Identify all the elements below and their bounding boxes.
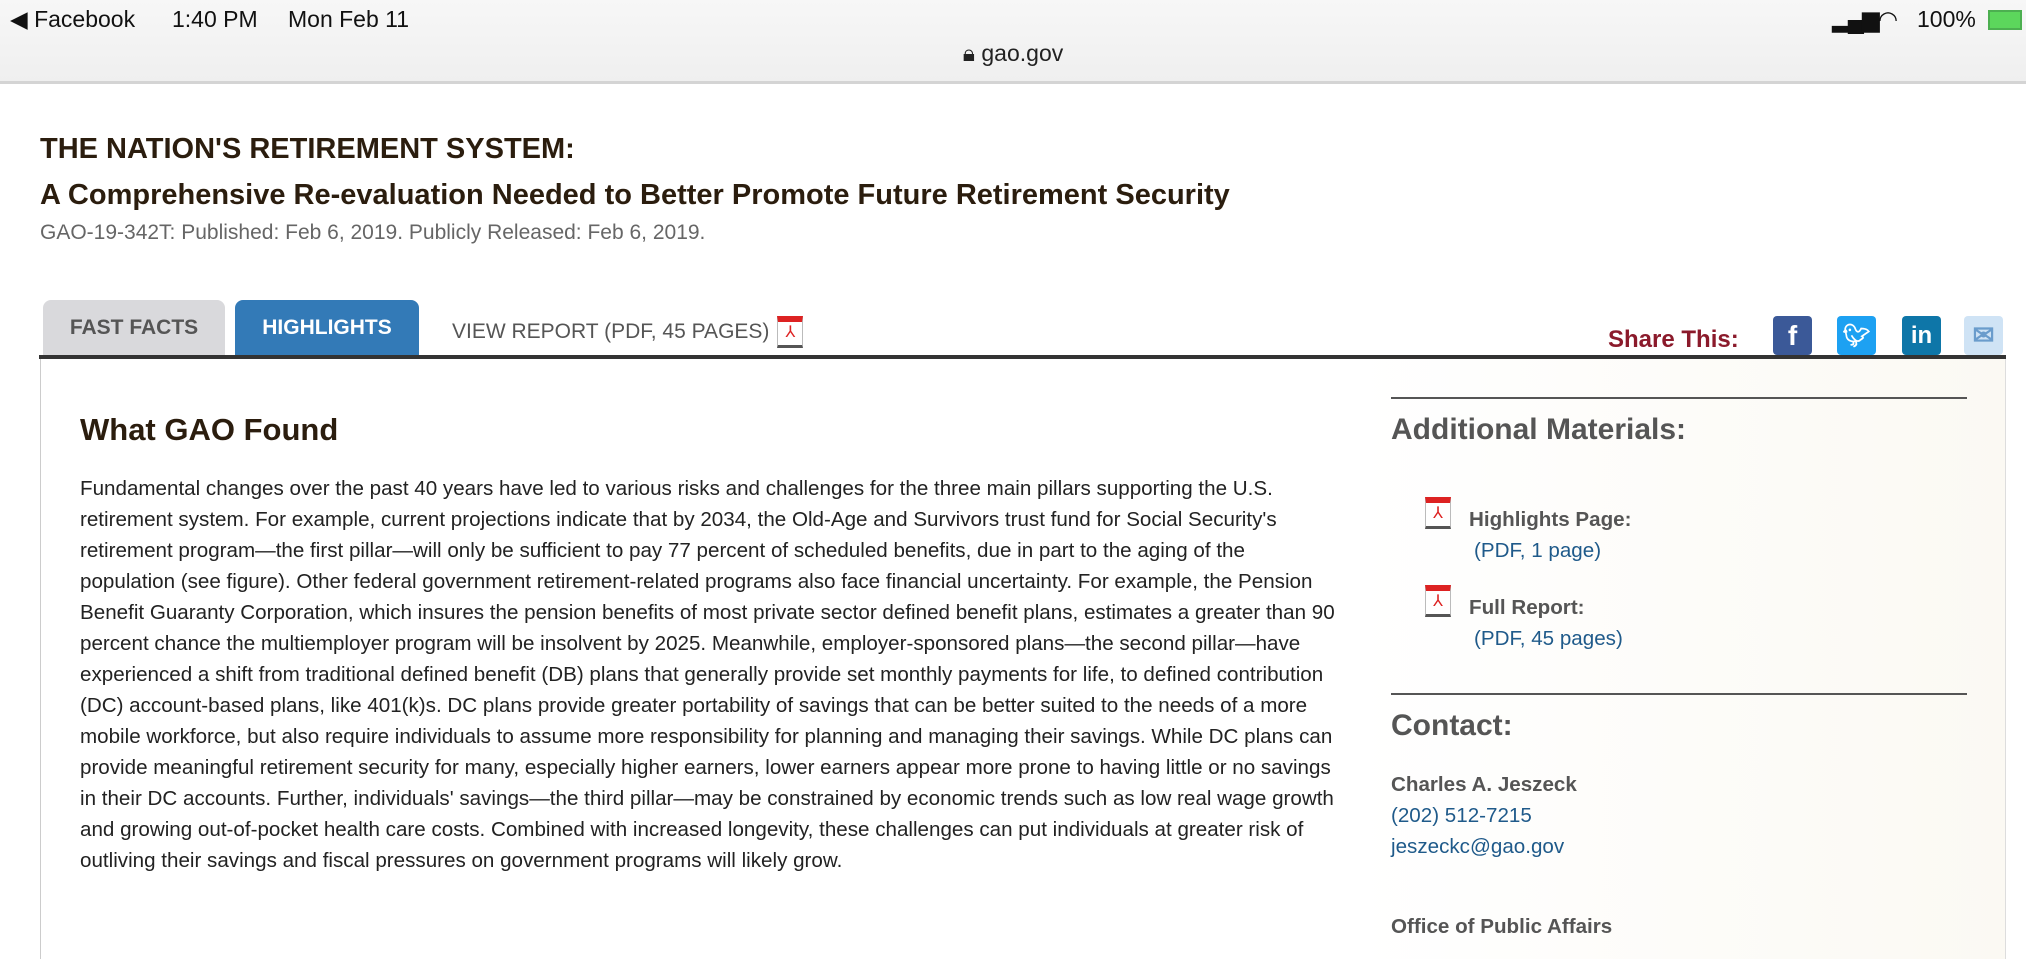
email-icon[interactable]: ✉ [1964, 316, 2003, 355]
divider [1391, 397, 1967, 399]
pdf-icon [777, 316, 804, 348]
pdf-icon [1425, 585, 1451, 617]
signal-icon: ▂▄▆ [1832, 6, 1880, 32]
divider [1391, 693, 1967, 695]
tab-fast-facts[interactable]: FAST FACTS [43, 300, 225, 356]
content-panel [40, 359, 2006, 959]
status-time: 1:40 PM [172, 6, 258, 32]
browser-chrome: ◀ Facebook 1:40 PM Mon Feb 11 ▂▄▆ ◠ 100%… [0, 0, 2026, 84]
address-bar[interactable]: 🔒︎ gao.gov [0, 40, 2026, 67]
highlights-pdf-link[interactable]: (PDF, 1 page) [1474, 539, 1602, 562]
page-subtitle: A Comprehensive Re-evaluation Needed to … [40, 179, 1230, 211]
section-heading: What GAO Found [80, 412, 339, 447]
contact-phone[interactable]: (202) 512-7215 [1391, 804, 1532, 827]
tab-divider [39, 355, 2006, 359]
sidebar [1357, 359, 2005, 959]
page-title: THE NATION'S RETIREMENT SYSTEM: [40, 133, 575, 165]
contact-heading: Contact: [1391, 709, 1513, 742]
twitter-icon[interactable]: 🐦︎ [1837, 316, 1876, 355]
share-label: Share This: [1608, 326, 1739, 353]
tab-view-report[interactable]: VIEW REPORT (PDF, 45 PAGES) [452, 316, 804, 348]
wifi-icon: ◠ [1878, 6, 1899, 32]
full-report-label: Full Report: [1469, 596, 1585, 619]
linkedin-icon[interactable]: in [1902, 316, 1941, 355]
pdf-icon [1425, 497, 1451, 529]
battery-icon [1988, 10, 2022, 30]
lock-icon: 🔒︎ [962, 40, 982, 66]
highlights-page-label: Highlights Page: [1469, 508, 1632, 531]
publication-meta: GAO-19-342T: Published: Feb 6, 2019. Pub… [40, 221, 706, 244]
facebook-icon[interactable]: f [1773, 316, 1812, 355]
office-label: Office of Public Affairs [1391, 915, 1613, 938]
tab-view-report-label: VIEW REPORT (PDF, 45 PAGES) [452, 320, 770, 343]
battery-percent: 100% [1917, 6, 1976, 32]
section-body: Fundamental changes over the past 40 yea… [80, 477, 1335, 872]
tab-highlights[interactable]: HIGHLIGHTS [235, 300, 419, 356]
materials-heading: Additional Materials: [1391, 413, 1687, 446]
contact-name: Charles A. Jeszeck [1391, 773, 1577, 796]
url-text: gao.gov [981, 40, 1064, 66]
status-date: Mon Feb 11 [288, 6, 410, 32]
full-report-pdf-link[interactable]: (PDF, 45 pages) [1474, 627, 1623, 650]
contact-email[interactable]: jeszeckc@gao.gov [1391, 835, 1565, 858]
back-to-app-link[interactable]: ◀ Facebook [10, 6, 136, 32]
